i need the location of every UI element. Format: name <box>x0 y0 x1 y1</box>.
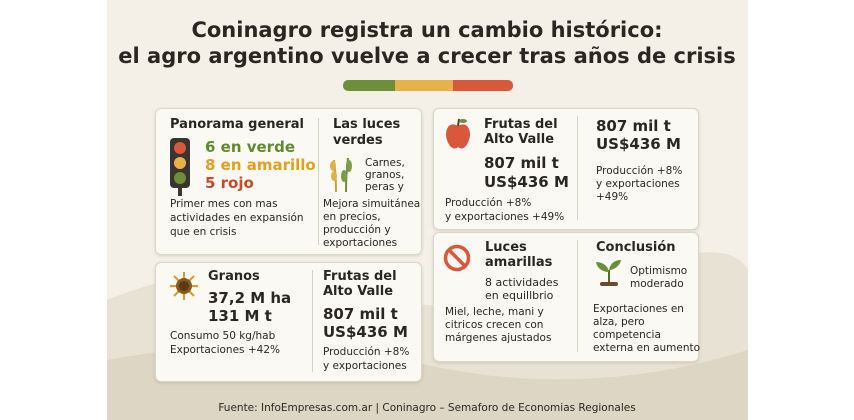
figure: 807 mil t <box>323 305 398 323</box>
note: y exportaciones <box>323 360 407 372</box>
note: y exportaciones <box>596 178 680 190</box>
count: 5 rojo <box>205 174 254 192</box>
note: alza, pero <box>593 316 645 328</box>
note: Producción +8% <box>323 346 410 358</box>
divider <box>318 118 319 245</box>
summary: Optimismo <box>630 265 688 277</box>
title-line: el agro argentino vuelve a crecer tras a… <box>118 44 736 68</box>
note: actividades en expansión <box>170 212 304 224</box>
note: exportaciones <box>323 237 398 249</box>
sun-icon <box>170 272 198 300</box>
heading: Frutas del <box>323 269 397 284</box>
note: Consumo 50 kg/hab <box>170 330 276 342</box>
heading: Alto Valle <box>484 132 555 147</box>
note: y exportaciones +49% <box>445 211 565 223</box>
note: Exportaciones +42% <box>170 344 280 356</box>
color-bar <box>343 80 513 91</box>
sprout-icon <box>596 260 621 286</box>
note: en precios, <box>323 211 381 223</box>
count: 6 en verde <box>205 138 295 156</box>
note: Primer mes con mas <box>170 198 278 210</box>
heading: Panorama general <box>170 117 304 132</box>
card <box>433 232 699 362</box>
figure: 807 mil t <box>484 154 559 172</box>
heading: Frutas del <box>484 117 558 132</box>
summary: moderado <box>630 278 684 290</box>
item: peras y <box>365 181 404 193</box>
note: Exportaciones en <box>593 303 684 315</box>
card <box>155 262 422 382</box>
heading: Luces <box>485 240 527 255</box>
note: +49% <box>596 191 629 203</box>
note: Mejora simuitánea <box>323 198 421 210</box>
title-line: Coninagro registra un cambio histórico: <box>191 18 663 42</box>
heading: Alto Valle <box>323 284 394 299</box>
card <box>433 108 699 230</box>
count: 8 en amarillo <box>205 156 316 174</box>
note: competencia <box>593 329 661 341</box>
note: externa en aumento <box>593 342 701 354</box>
traffic-light-icon <box>170 138 190 196</box>
note: márgenes ajustados <box>445 332 552 344</box>
note: que en crisis <box>170 226 237 238</box>
note: producción y <box>323 224 391 236</box>
figure: US$436 M <box>323 323 408 341</box>
divider <box>577 116 578 220</box>
heading: Granos <box>208 269 260 284</box>
figure: US$436 M <box>484 173 569 191</box>
note: Miel, leche, mani y <box>445 306 544 318</box>
note: citricos crecen con <box>445 319 544 331</box>
no-sign-icon <box>443 244 471 272</box>
heading: verdes <box>333 133 383 148</box>
figure: US$436 M <box>596 135 681 153</box>
note: Producción +8% <box>445 197 532 209</box>
divider <box>577 240 578 352</box>
note: Producción +8% <box>596 165 683 177</box>
card <box>155 108 422 255</box>
item: granos, <box>365 169 405 181</box>
item: Carnes, <box>365 157 405 169</box>
summary: en equillbrio <box>485 289 554 302</box>
summary: 8 actividades <box>485 276 559 289</box>
figure: 131 M t <box>208 307 272 325</box>
heading: Conclusión <box>596 240 676 255</box>
footer: Fuente: InfoEmpresas.com.ar | Coninagro … <box>218 402 636 414</box>
figure: 807 mil t <box>596 117 671 135</box>
figure: 37,2 M ha <box>208 289 292 307</box>
wheat-icon <box>330 157 352 193</box>
divider <box>312 270 313 372</box>
apple-icon <box>446 118 470 149</box>
heading: Las luces <box>333 117 401 132</box>
heading: amarillas <box>485 255 553 270</box>
